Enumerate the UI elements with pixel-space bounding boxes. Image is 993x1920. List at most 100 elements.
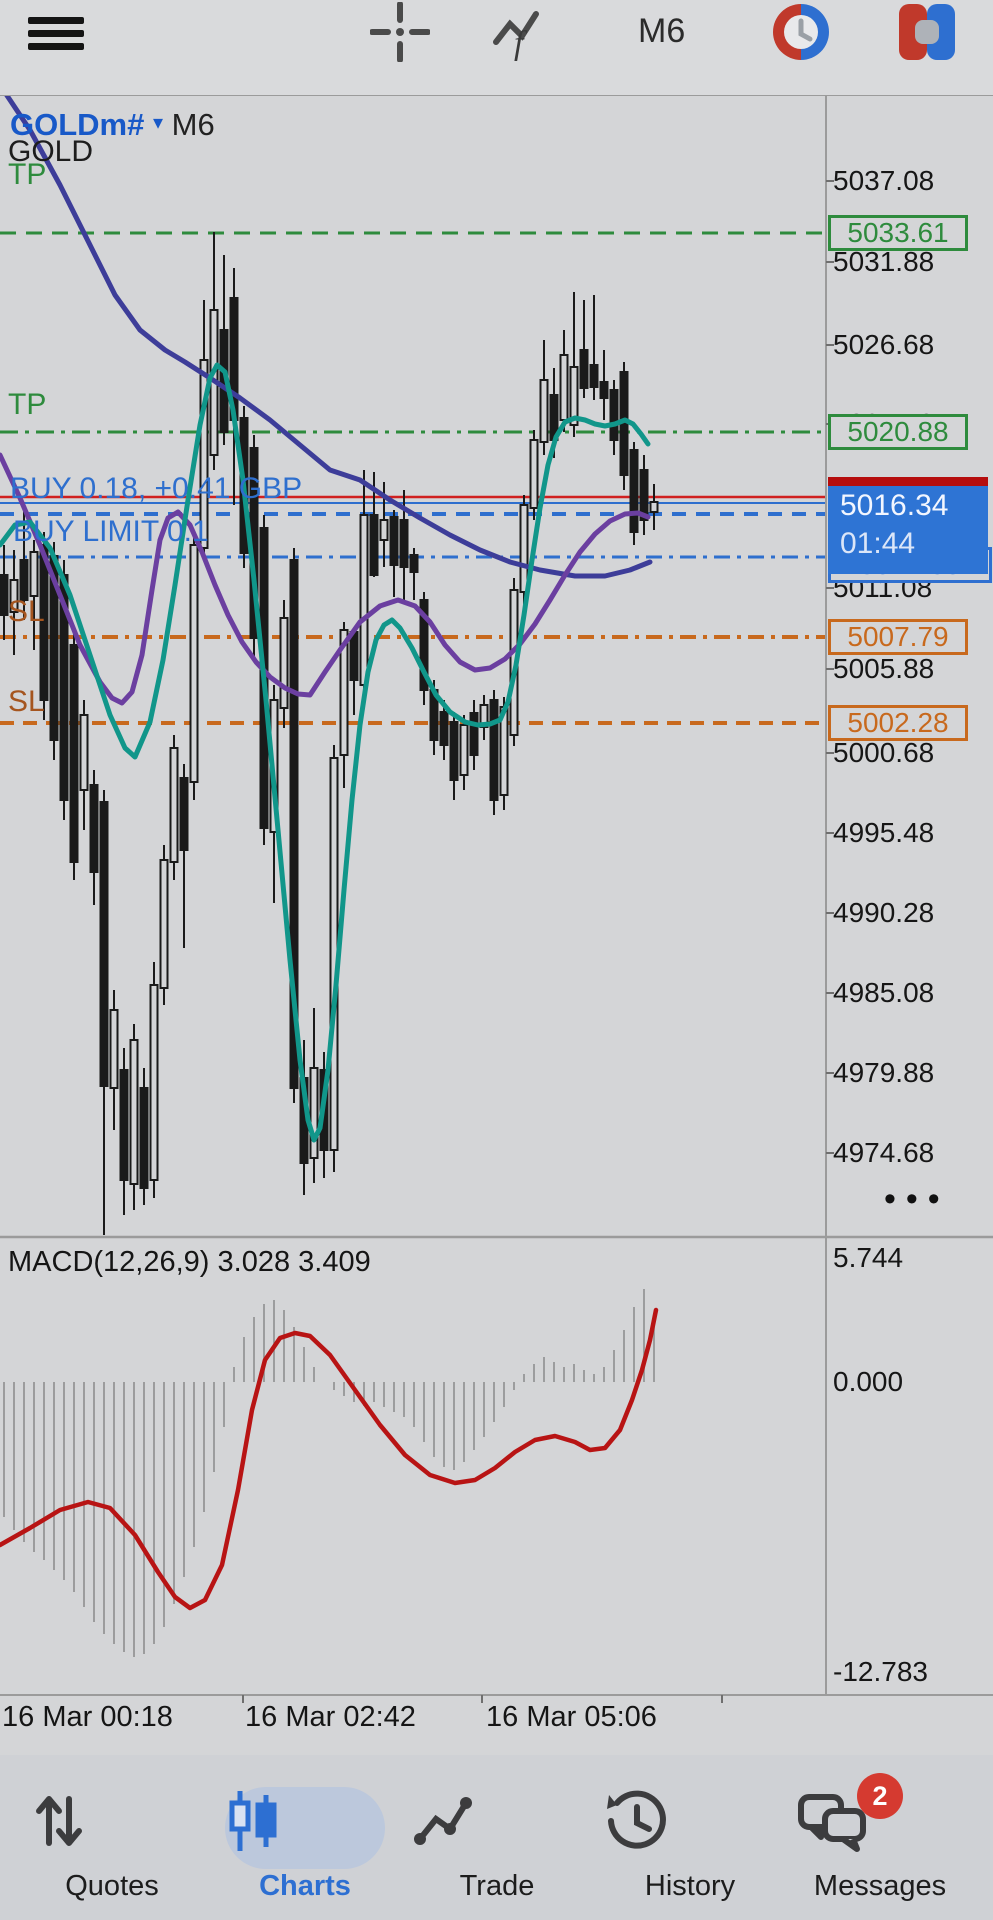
chart-label: SL <box>8 595 45 628</box>
candle-bull <box>519 504 529 593</box>
candle-bull <box>169 747 179 863</box>
candle-bull <box>9 579 19 613</box>
candle-bear <box>139 1087 149 1189</box>
candle-bear <box>419 599 429 691</box>
bid-price: 5016.34 <box>840 489 949 522</box>
candle-bull <box>309 1067 319 1159</box>
candle-bear <box>89 784 99 873</box>
candle-bear <box>399 519 409 568</box>
nav-quotes-label: Quotes <box>65 1870 159 1902</box>
nav-quotes[interactable]: Quotes <box>27 1755 197 1915</box>
candle-bear <box>19 559 29 601</box>
candle-bear <box>0 574 9 616</box>
candle-bull <box>379 519 389 541</box>
candle-countdown: 01:44 <box>840 527 916 560</box>
candle-bull <box>339 629 349 756</box>
candle-bull <box>109 1009 119 1089</box>
history-icon <box>607 1790 666 1849</box>
candle-bull <box>189 544 199 783</box>
chevron-down-icon: ▾ <box>152 112 164 134</box>
symbol-description: GOLD <box>8 135 94 168</box>
candle-bear <box>119 1069 129 1181</box>
candle-bear <box>639 469 649 521</box>
menu-icon[interactable] <box>28 11 84 56</box>
candle-bear <box>449 721 459 781</box>
candle-bear <box>39 544 49 701</box>
candle-bull <box>199 359 209 549</box>
nav-history-label: History <box>644 1870 736 1902</box>
active-tab-pill <box>225 1787 385 1869</box>
top-toolbar: f M6 <box>0 0 993 95</box>
charts-icon <box>229 1791 277 1851</box>
indicators-icon[interactable]: f <box>492 2 552 62</box>
price-axis-label: 5033.61 <box>828 215 968 251</box>
price-axis-label: 5007.79 <box>828 619 968 655</box>
symbol-timeframe: M6 <box>171 107 215 142</box>
candle-bear <box>469 712 479 756</box>
candle-bull <box>459 724 469 776</box>
price-axis-label: 5031.88 <box>833 246 935 277</box>
macd-axis-label: -12.783 <box>833 1656 928 1687</box>
nav-messages[interactable]: 2 Messages <box>795 1755 965 1915</box>
candle-bull <box>79 714 89 791</box>
chart-label: TP <box>8 388 47 421</box>
trade-icon <box>414 1797 472 1845</box>
candle-bear <box>599 381 609 399</box>
candle-bear <box>609 389 619 441</box>
chart-label: TP <box>8 158 47 191</box>
price-axis-label: 5037.08 <box>833 165 935 196</box>
macd-axis-label: 5.744 <box>833 1242 904 1273</box>
time-axis-label: 16 Mar 00:18 <box>2 1701 173 1733</box>
price-axis-label: 4985.08 <box>833 977 935 1008</box>
price-axis-label: 4974.68 <box>833 1137 935 1168</box>
time-axis-label: 16 Mar 05:06 <box>486 1701 657 1733</box>
candle-bear <box>349 631 359 681</box>
timeframe-button[interactable]: M6 <box>638 12 686 50</box>
macd-indicator-title: MACD(12,26,9) 3.028 3.409 <box>8 1246 371 1278</box>
candle-bull <box>559 354 569 421</box>
price-axis-label: 4990.28 <box>833 897 935 928</box>
candle-bull <box>529 439 539 509</box>
current-price-box: 5016.34 01:44 <box>828 486 988 574</box>
price-axis-label: 4995.48 <box>833 817 935 848</box>
symbol-selector[interactable]: GOLDm# ▾ M6 <box>10 107 215 143</box>
crosshair-icon[interactable] <box>370 2 430 62</box>
nav-trade[interactable]: Trade <box>412 1755 582 1915</box>
candle-bull <box>149 984 159 1181</box>
candle-bear <box>589 364 599 388</box>
chart-label: BUY LIMIT 0.1 <box>13 515 209 548</box>
objects-icon[interactable] <box>770 1 832 63</box>
candle-bear <box>389 516 399 566</box>
nav-trade-label: Trade <box>459 1870 535 1902</box>
nav-messages-label: Messages <box>813 1870 947 1902</box>
unread-badge: 2 <box>857 1773 903 1819</box>
nav-charts-label: Charts <box>259 1870 351 1902</box>
new-order-icon[interactable] <box>898 3 956 61</box>
candle-bear <box>369 514 379 576</box>
candle-bull <box>29 551 39 597</box>
quotes-icon <box>36 1796 82 1846</box>
candle-bear <box>179 777 189 851</box>
candle-bear <box>99 801 109 1087</box>
candle-bull <box>359 514 369 686</box>
nav-charts[interactable]: Charts <box>220 1755 390 1915</box>
chart-label: SL <box>8 685 45 718</box>
axis-more-dots: ••• <box>884 1180 950 1218</box>
messages-icon <box>798 1794 866 1852</box>
time-axis-label: 16 Mar 02:42 <box>245 1701 416 1733</box>
candle-bear <box>69 644 79 863</box>
bottom-navigation: Quotes Charts Trade <box>0 1755 993 1920</box>
candle-bear <box>489 699 499 801</box>
ma-medium <box>0 452 651 706</box>
nav-history[interactable]: History <box>605 1755 775 1915</box>
candle-bull <box>569 366 579 426</box>
candle-bear <box>579 349 589 389</box>
candle-bear <box>409 554 419 573</box>
ask-price-marker <box>828 477 988 486</box>
symbol-name: GOLDm# <box>10 107 145 142</box>
candle-bear <box>629 449 639 533</box>
price-axis-label: 5026.68 <box>833 329 935 360</box>
macd-signal-line <box>0 1307 659 1611</box>
